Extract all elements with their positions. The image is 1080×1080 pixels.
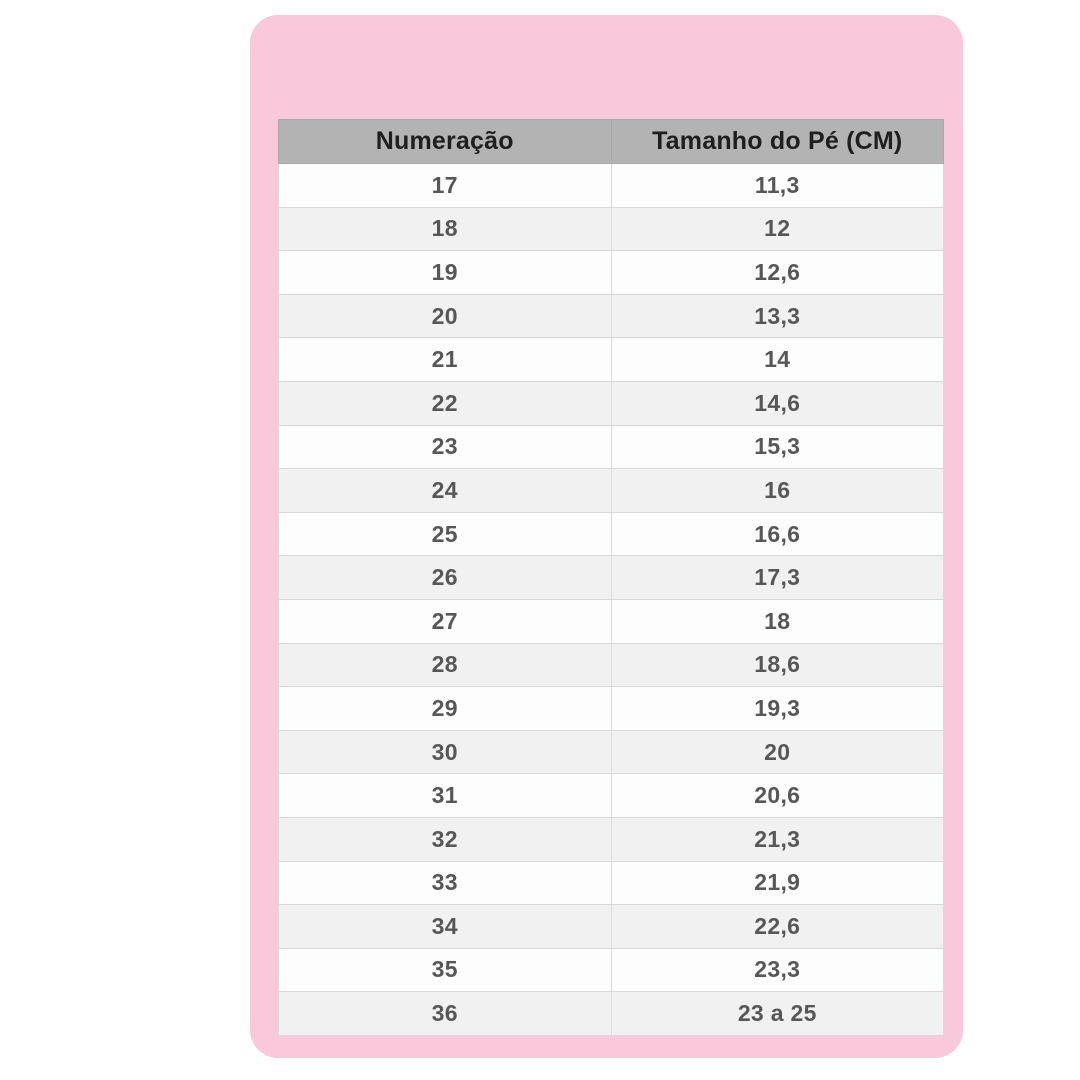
cell-size: 31 — [278, 773, 612, 818]
cell-foot-length: 21,9 — [610, 860, 944, 906]
table-row: 35 23,3 — [278, 947, 944, 993]
cell-foot-length: 12 — [610, 206, 944, 252]
table-row: 20 13,3 — [278, 293, 944, 339]
cell-size: 17 — [278, 163, 612, 208]
table-row: 31 20,6 — [278, 773, 944, 818]
cell-foot-length: 18 — [610, 598, 944, 644]
cell-size: 35 — [278, 947, 612, 993]
cell-size: 25 — [278, 511, 612, 557]
table-row: 25 16,6 — [278, 511, 944, 557]
cell-size: 19 — [278, 250, 612, 295]
cell-foot-length: 20,6 — [610, 773, 944, 818]
cell-size: 23 — [278, 424, 612, 470]
cell-foot-length: 23,3 — [610, 947, 944, 993]
cell-foot-length: 19,3 — [610, 686, 944, 731]
cell-size: 27 — [278, 598, 612, 644]
size-chart-header: Numeração Tamanho do Pé (CM) — [278, 119, 944, 164]
cell-foot-length: 11,3 — [610, 163, 944, 208]
cell-foot-length: 12,6 — [610, 250, 944, 295]
table-row: 29 19,3 — [278, 686, 944, 731]
cell-size: 34 — [278, 904, 612, 949]
table-row: 27 18 — [278, 598, 944, 644]
cell-size: 30 — [278, 729, 612, 775]
cell-size: 32 — [278, 816, 612, 862]
header-cell-tamanho-pe: Tamanho do Pé (CM) — [610, 119, 944, 164]
table-row: 32 21,3 — [278, 816, 944, 862]
header-row: Numeração Tamanho do Pé (CM) — [278, 119, 944, 164]
cell-size: 29 — [278, 686, 612, 731]
cell-foot-length: 22,6 — [610, 904, 944, 949]
cell-size: 20 — [278, 293, 612, 339]
cell-size: 22 — [278, 380, 612, 426]
cell-size: 21 — [278, 337, 612, 382]
cell-foot-length: 14 — [610, 337, 944, 382]
table-row: 19 12,6 — [278, 250, 944, 295]
cell-size: 24 — [278, 468, 612, 513]
size-chart-card: Numeração Tamanho do Pé (CM) 17 11,3 18 … — [250, 15, 963, 1058]
table-row: 23 15,3 — [278, 424, 944, 470]
cell-foot-length: 18,6 — [610, 642, 944, 688]
header-cell-numeracao: Numeração — [278, 119, 612, 164]
cell-size: 26 — [278, 555, 612, 600]
table-row: 21 14 — [278, 337, 944, 382]
table-row: 28 18,6 — [278, 642, 944, 688]
table-row: 30 20 — [278, 729, 944, 775]
cell-foot-length: 16 — [610, 468, 944, 513]
cell-foot-length: 14,6 — [610, 380, 944, 426]
cell-foot-length: 16,6 — [610, 511, 944, 557]
table-row: 33 21,9 — [278, 860, 944, 906]
cell-foot-length: 13,3 — [610, 293, 944, 339]
table-row: 18 12 — [278, 206, 944, 252]
cell-foot-length: 20 — [610, 729, 944, 775]
cell-size: 33 — [278, 860, 612, 906]
cell-size: 18 — [278, 206, 612, 252]
cell-foot-length: 17,3 — [610, 555, 944, 600]
size-chart-body: 17 11,3 18 12 19 12,6 20 13,3 21 14 22 1… — [278, 163, 944, 1036]
cell-size: 28 — [278, 642, 612, 688]
cell-foot-length: 23 a 25 — [610, 991, 944, 1036]
table-row: 34 22,6 — [278, 904, 944, 949]
table-row: 24 16 — [278, 468, 944, 513]
cell-foot-length: 15,3 — [610, 424, 944, 470]
size-chart-table: Numeração Tamanho do Pé (CM) 17 11,3 18 … — [278, 119, 944, 1036]
table-row: 22 14,6 — [278, 380, 944, 426]
cell-foot-length: 21,3 — [610, 816, 944, 862]
table-row: 36 23 a 25 — [278, 991, 944, 1036]
table-row: 26 17,3 — [278, 555, 944, 600]
table-row: 17 11,3 — [278, 163, 944, 208]
cell-size: 36 — [278, 991, 612, 1036]
